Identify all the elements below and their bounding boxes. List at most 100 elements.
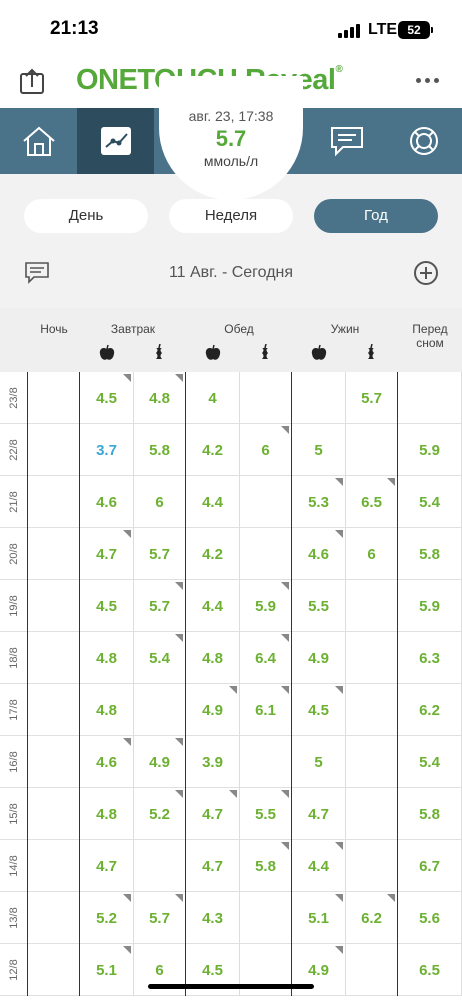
support-icon[interactable] bbox=[385, 108, 462, 174]
table-row: 22/8 3.7 5.8 4.2 6 5 5.9 bbox=[0, 424, 462, 476]
reading-cell[interactable]: 4.6 bbox=[292, 528, 346, 580]
reading-value: 5.9 bbox=[419, 597, 440, 615]
reading-cell[interactable]: 4.8 bbox=[134, 372, 186, 424]
comment-icon[interactable] bbox=[24, 260, 50, 286]
reading-value: 4.7 bbox=[308, 805, 329, 823]
reading-cell[interactable]: 4.2 bbox=[186, 528, 240, 580]
reading-cell[interactable]: 4.9 bbox=[186, 684, 240, 736]
reading-cell[interactable]: 4.4 bbox=[292, 840, 346, 892]
tab-day[interactable]: День bbox=[24, 199, 148, 233]
note-flag-icon bbox=[387, 894, 395, 902]
reading-cell[interactable]: 4.5 bbox=[80, 580, 134, 632]
reading-cell[interactable]: 5.8 bbox=[398, 528, 462, 580]
reading-cell[interactable]: 4.9 bbox=[134, 736, 186, 788]
reading-cell[interactable]: 5.8 bbox=[240, 840, 292, 892]
reading-cell[interactable]: 5.1 bbox=[292, 892, 346, 944]
note-flag-icon bbox=[175, 374, 183, 382]
reading-cell[interactable]: 4.3 bbox=[186, 892, 240, 944]
reading-cell[interactable]: 5.6 bbox=[398, 892, 462, 944]
tab-week[interactable]: Неделя bbox=[169, 199, 293, 233]
reading-cell[interactable]: 5 bbox=[292, 736, 346, 788]
note-flag-icon bbox=[335, 946, 343, 954]
reading-cell[interactable]: 4.8 bbox=[80, 788, 134, 840]
reading-cell[interactable]: 6.7 bbox=[398, 840, 462, 892]
reading-cell[interactable]: 5.1 bbox=[80, 944, 134, 996]
reading-cell[interactable]: 4.2 bbox=[186, 424, 240, 476]
note-flag-icon bbox=[281, 426, 289, 434]
reading-cell[interactable]: 4.9 bbox=[292, 944, 346, 996]
reading-cell[interactable]: 6.5 bbox=[398, 944, 462, 996]
reading-value: 5.6 bbox=[419, 909, 440, 927]
reading-cell[interactable]: 6 bbox=[134, 944, 186, 996]
more-icon[interactable] bbox=[416, 78, 442, 86]
reading-cell[interactable]: 4.9 bbox=[292, 632, 346, 684]
col-dinner: Ужин bbox=[330, 322, 360, 336]
reading-cell[interactable]: 6 bbox=[240, 424, 292, 476]
reading-cell[interactable]: 4.7 bbox=[80, 528, 134, 580]
reading-cell[interactable]: 4.8 bbox=[80, 632, 134, 684]
reading-cell[interactable]: 4.7 bbox=[186, 840, 240, 892]
reading-value: 5 bbox=[314, 441, 323, 459]
table-row: 15/8 4.8 5.2 4.7 5.5 4.7 5.8 bbox=[0, 788, 462, 840]
reading-cell[interactable]: 6.2 bbox=[398, 684, 462, 736]
reading-cell[interactable]: 5.9 bbox=[398, 580, 462, 632]
reading-cell[interactable]: 3.9 bbox=[186, 736, 240, 788]
home-icon[interactable] bbox=[0, 108, 77, 174]
reading-value: 4.8 bbox=[149, 389, 170, 407]
reading-datetime: авг. 23, 17:38 bbox=[188, 108, 274, 124]
reading-cell[interactable]: 4.4 bbox=[186, 580, 240, 632]
reading-cell[interactable]: 6.4 bbox=[240, 632, 292, 684]
reading-cell[interactable]: 6 bbox=[346, 528, 398, 580]
reading-value: 5.4 bbox=[419, 753, 440, 771]
reading-cell[interactable]: 5.7 bbox=[134, 580, 186, 632]
reading-cell bbox=[346, 684, 398, 736]
reading-cell[interactable]: 5.2 bbox=[80, 892, 134, 944]
reading-cell[interactable]: 4.4 bbox=[186, 476, 240, 528]
reading-value: 4.9 bbox=[202, 701, 223, 719]
reading-cell[interactable]: 5.9 bbox=[398, 424, 462, 476]
share-icon[interactable] bbox=[18, 67, 46, 95]
reading-cell[interactable]: 5.7 bbox=[134, 528, 186, 580]
reading-cell[interactable]: 4.7 bbox=[292, 788, 346, 840]
reading-cell[interactable]: 6.3 bbox=[398, 632, 462, 684]
col-before-sleep: Перед сном bbox=[412, 322, 448, 350]
reading-cell[interactable]: 5.8 bbox=[134, 424, 186, 476]
reading-cell[interactable]: 6.1 bbox=[240, 684, 292, 736]
current-reading[interactable]: авг. 23, 17:38 5.7 ммоль/л bbox=[159, 76, 303, 200]
reading-value: 4.8 bbox=[96, 649, 117, 667]
reading-cell[interactable]: 4.5 bbox=[80, 372, 134, 424]
reading-cell[interactable]: 5 bbox=[292, 424, 346, 476]
reading-cell[interactable]: 5.5 bbox=[292, 580, 346, 632]
reading-cell[interactable]: 3.7 bbox=[80, 424, 134, 476]
reading-cell[interactable]: 4.7 bbox=[80, 840, 134, 892]
reading-cell[interactable]: 5.7 bbox=[134, 892, 186, 944]
reading-cell[interactable]: 5.3 bbox=[292, 476, 346, 528]
reading-cell[interactable]: 5.2 bbox=[134, 788, 186, 840]
reading-cell[interactable]: 4.5 bbox=[292, 684, 346, 736]
reading-cell[interactable]: 5.8 bbox=[398, 788, 462, 840]
reading-cell[interactable]: 4.8 bbox=[186, 632, 240, 684]
reading-cell[interactable]: 6.2 bbox=[346, 892, 398, 944]
reading-value: 6.1 bbox=[255, 701, 276, 719]
reading-cell bbox=[134, 840, 186, 892]
reading-cell[interactable]: 5.4 bbox=[134, 632, 186, 684]
reading-cell[interactable]: 6 bbox=[134, 476, 186, 528]
tab-year[interactable]: Год bbox=[314, 199, 438, 233]
reading-cell[interactable]: 6.5 bbox=[346, 476, 398, 528]
reading-cell[interactable]: 5.4 bbox=[398, 736, 462, 788]
reading-cell[interactable]: 4.5 bbox=[186, 944, 240, 996]
readings-grid[interactable]: 23/8 4.5 4.8 4 5.7 22/8 3.7 5.8 4.2 6 5 5.9 21/8 4.6 6… bbox=[0, 372, 462, 1000]
reading-cell[interactable]: 4 bbox=[186, 372, 240, 424]
reading-cell[interactable]: 4.6 bbox=[80, 736, 134, 788]
reading-cell[interactable]: 4.6 bbox=[80, 476, 134, 528]
reading-cell[interactable]: 5.4 bbox=[398, 476, 462, 528]
messages-icon[interactable] bbox=[308, 108, 385, 174]
reading-cell[interactable]: 4.8 bbox=[80, 684, 134, 736]
reading-cell[interactable]: 5.9 bbox=[240, 580, 292, 632]
chart-icon[interactable] bbox=[77, 108, 154, 174]
reading-cell[interactable]: 5.7 bbox=[346, 372, 398, 424]
reading-value: 6.2 bbox=[419, 701, 440, 719]
zoom-in-icon[interactable] bbox=[413, 260, 439, 286]
reading-cell[interactable]: 4.7 bbox=[186, 788, 240, 840]
reading-cell[interactable]: 5.5 bbox=[240, 788, 292, 840]
